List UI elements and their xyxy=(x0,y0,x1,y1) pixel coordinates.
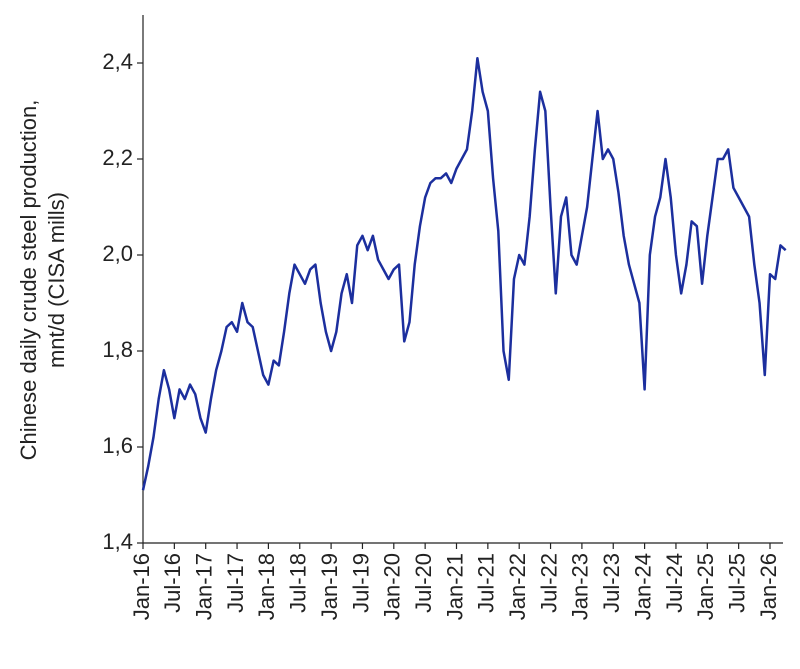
x-tick-label: Jul-16 xyxy=(160,553,185,613)
data-line xyxy=(141,56,787,491)
x-tick-label: Jan-24 xyxy=(630,553,655,620)
x-tick-label: Jan-26 xyxy=(756,553,781,620)
x-tick-label: Jan-17 xyxy=(192,553,217,620)
x-tick-label: Jul-23 xyxy=(599,553,624,613)
x-tick-label: Jan-22 xyxy=(505,553,530,620)
x-tick-label: Jan-18 xyxy=(254,553,279,620)
x-tick-label: Jul-21 xyxy=(474,553,499,613)
y-tick-label: 2,0 xyxy=(102,241,133,266)
x-tick-label: Jan-25 xyxy=(693,553,718,620)
x-tick-label: Jul-17 xyxy=(223,553,248,613)
y-tick-label: 1,6 xyxy=(102,433,133,458)
x-tick-label: Jul-24 xyxy=(662,553,687,613)
y-tick-label: 1,8 xyxy=(102,337,133,362)
x-tick-label: Jul-19 xyxy=(348,553,373,613)
x-tick-label: Jul-22 xyxy=(536,553,561,613)
x-tick-label: Jul-18 xyxy=(286,553,311,613)
x-tick-label: Jul-25 xyxy=(724,553,749,613)
y-axis-label: Chinese daily crude steel production, xyxy=(16,100,41,461)
y-axis-label: mnt/d (CISA mills) xyxy=(44,192,69,368)
y-tick-label: 2,4 xyxy=(102,49,133,74)
x-tick-label: Jan-23 xyxy=(568,553,593,620)
x-tick-label: Jan-19 xyxy=(317,553,342,620)
y-tick-label: 1,4 xyxy=(102,529,133,554)
x-tick-label: Jul-20 xyxy=(411,553,436,613)
x-tick-label: Jan-20 xyxy=(380,553,405,620)
x-tick-label: Jan-21 xyxy=(442,553,467,620)
y-tick-label: 2,2 xyxy=(102,145,133,170)
x-tick-label: Jan-16 xyxy=(129,553,154,620)
